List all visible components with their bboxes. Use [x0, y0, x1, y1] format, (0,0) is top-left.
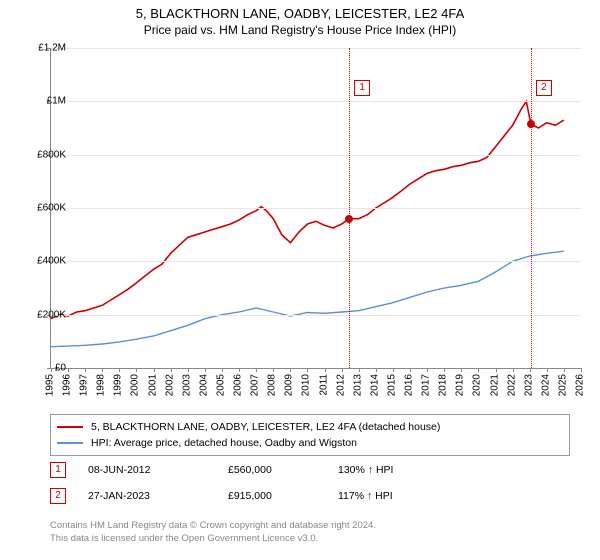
- chart-container: 5, BLACKTHORN LANE, OADBY, LEICESTER, LE…: [0, 0, 600, 560]
- legend-item: HPI: Average price, detached house, Oadb…: [57, 435, 563, 451]
- footer-line: Contains HM Land Registry data © Crown c…: [50, 520, 570, 533]
- event-dot: [527, 120, 535, 128]
- event-marker: 2: [536, 80, 552, 96]
- x-axis-label: 2015: [386, 374, 397, 396]
- x-axis-label: 2005: [215, 374, 226, 396]
- x-axis-label: 2013: [352, 374, 363, 396]
- x-axis-label: 1996: [62, 374, 73, 396]
- x-axis-label: 2009: [284, 374, 295, 396]
- event-dot: [345, 215, 353, 223]
- title-block: 5, BLACKTHORN LANE, OADBY, LEICESTER, LE…: [0, 0, 600, 37]
- y-axis-label: £0: [22, 363, 66, 374]
- x-axis-label: 1995: [45, 374, 56, 396]
- y-axis-label: £1.2M: [22, 43, 66, 54]
- gridline: [51, 155, 581, 156]
- x-axis-label: 2014: [369, 374, 380, 396]
- x-axis-label: 2004: [198, 374, 209, 396]
- footer-attribution: Contains HM Land Registry data © Crown c…: [50, 520, 570, 546]
- x-axis-label: 2002: [164, 374, 175, 396]
- legend-label: 5, BLACKTHORN LANE, OADBY, LEICESTER, LE…: [91, 421, 440, 433]
- event-marker: 1: [354, 80, 370, 96]
- x-axis-label: 2000: [130, 374, 141, 396]
- x-axis-label: 2024: [540, 374, 551, 396]
- x-axis-label: 2011: [318, 374, 329, 396]
- gridline: [51, 261, 581, 262]
- sales-row: 2 27-JAN-2023 £915,000 117% ↑ HPI: [50, 486, 570, 506]
- y-axis-label: £200K: [22, 309, 66, 320]
- x-axis-label: 1998: [96, 374, 107, 396]
- sale-date: 08-JUN-2012: [88, 464, 228, 476]
- x-axis-label: 2021: [489, 374, 500, 396]
- x-axis-label: 2022: [506, 374, 517, 396]
- x-axis-label: 2010: [301, 374, 312, 396]
- x-axis-label: 2008: [267, 374, 278, 396]
- title-subtitle: Price paid vs. HM Land Registry's House …: [0, 23, 600, 37]
- x-axis-label: 2025: [557, 374, 568, 396]
- sale-pct: 130% ↑ HPI: [338, 464, 458, 476]
- sale-marker: 1: [50, 462, 66, 478]
- footer-line: This data is licensed under the Open Gov…: [50, 533, 570, 546]
- sale-marker: 2: [50, 488, 66, 504]
- sales-row: 1 08-JUN-2012 £560,000 130% ↑ HPI: [50, 460, 570, 480]
- x-axis-label: 2026: [575, 374, 586, 396]
- sale-price: £560,000: [228, 464, 338, 476]
- y-axis-label: £400K: [22, 256, 66, 267]
- title-address: 5, BLACKTHORN LANE, OADBY, LEICESTER, LE…: [0, 6, 600, 21]
- x-axis-label: 2012: [335, 374, 346, 396]
- y-axis-label: £800K: [22, 149, 66, 160]
- series-hpi: [51, 251, 564, 347]
- x-axis-label: 2019: [455, 374, 466, 396]
- gridline: [51, 48, 581, 49]
- event-vline: [349, 48, 350, 368]
- legend-label: HPI: Average price, detached house, Oadb…: [91, 437, 357, 449]
- x-axis-label: 2023: [523, 374, 534, 396]
- x-axis-label: 2016: [404, 374, 415, 396]
- gridline: [51, 208, 581, 209]
- legend-item: 5, BLACKTHORN LANE, OADBY, LEICESTER, LE…: [57, 419, 563, 435]
- x-axis-label: 1999: [113, 374, 124, 396]
- sale-pct: 117% ↑ HPI: [338, 490, 458, 502]
- event-vline: [531, 48, 532, 368]
- x-axis-label: 2018: [438, 374, 449, 396]
- series-property: [51, 101, 564, 318]
- chart-plot-area: 12: [50, 48, 581, 369]
- x-axis-label: 2001: [147, 374, 158, 396]
- y-axis-label: £600K: [22, 203, 66, 214]
- legend-swatch: [57, 426, 83, 428]
- y-axis-label: £1M: [22, 96, 66, 107]
- gridline: [51, 315, 581, 316]
- x-axis-label: 2006: [233, 374, 244, 396]
- legend-swatch: [57, 442, 83, 444]
- gridline: [51, 101, 581, 102]
- sale-date: 27-JAN-2023: [88, 490, 228, 502]
- legend-box: 5, BLACKTHORN LANE, OADBY, LEICESTER, LE…: [50, 414, 570, 456]
- x-axis-label: 2003: [181, 374, 192, 396]
- sale-price: £915,000: [228, 490, 338, 502]
- x-axis-label: 1997: [79, 374, 90, 396]
- x-axis-label: 2017: [421, 374, 432, 396]
- x-axis-label: 2020: [472, 374, 483, 396]
- x-axis-label: 2007: [250, 374, 261, 396]
